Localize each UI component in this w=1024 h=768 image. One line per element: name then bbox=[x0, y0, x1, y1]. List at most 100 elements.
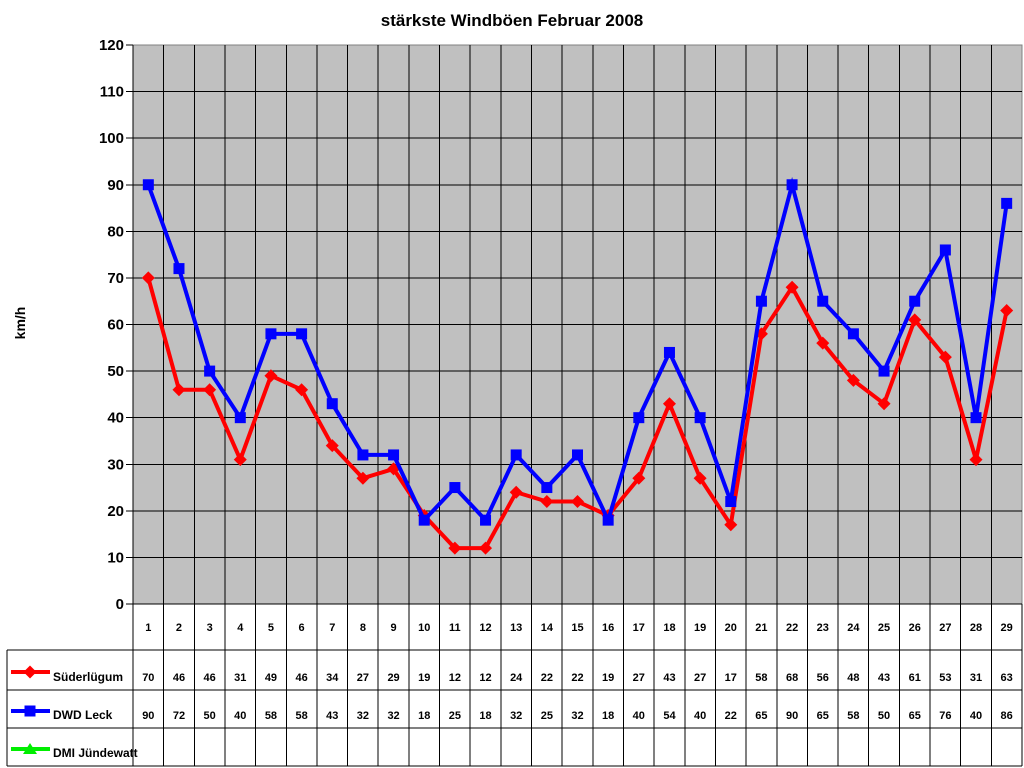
y-tick-label: 80 bbox=[107, 223, 124, 240]
y-tick-label: 60 bbox=[107, 317, 124, 334]
day-header-cell: 20 bbox=[725, 622, 737, 634]
series-1-point-diamond-marker-icon bbox=[816, 336, 830, 350]
table-value-cell: 48 bbox=[847, 672, 859, 684]
day-header-cell: 26 bbox=[909, 622, 921, 634]
series-2-point-square-marker-icon bbox=[388, 449, 400, 461]
series-1-point-diamond-marker-icon bbox=[846, 373, 860, 387]
series-2-point-square-marker-icon bbox=[326, 398, 338, 410]
series-2-point-square-marker-icon bbox=[265, 328, 277, 340]
day-header-cell: 4 bbox=[237, 622, 244, 634]
chart-title: stärkste Windböen Februar 2008 bbox=[380, 11, 644, 30]
series-1-point-diamond-marker-icon bbox=[540, 495, 554, 509]
legend-label: DMI Jündewatt bbox=[53, 746, 138, 760]
table-value-cell: 50 bbox=[204, 710, 216, 722]
table-value-cell: 24 bbox=[510, 672, 523, 684]
table-value-cell: 27 bbox=[633, 672, 645, 684]
series-1-point-diamond-marker-icon bbox=[908, 313, 922, 327]
day-header-cell: 16 bbox=[602, 622, 614, 634]
day-header-cell: 29 bbox=[1001, 622, 1013, 634]
table-value-cell: 25 bbox=[449, 710, 461, 722]
series-1-point-diamond-marker-icon bbox=[724, 518, 738, 532]
y-tick-label: 90 bbox=[107, 177, 124, 194]
table-value-cell: 43 bbox=[878, 672, 890, 684]
grid-lines bbox=[126, 44, 1023, 605]
series-1-point-diamond-marker-icon bbox=[295, 383, 309, 397]
table-value-cell: 18 bbox=[418, 710, 430, 722]
day-header-cell: 10 bbox=[418, 622, 430, 634]
series-2-point-square-marker-icon bbox=[755, 295, 767, 307]
table-value-cell: 22 bbox=[571, 672, 583, 684]
y-tick-label: 40 bbox=[107, 410, 124, 427]
day-header-cell: 25 bbox=[878, 622, 890, 634]
legend-label: DWD Leck bbox=[53, 708, 113, 722]
y-tick-label: 100 bbox=[99, 130, 124, 147]
table-value-cell: 32 bbox=[571, 710, 583, 722]
table-value-cell: 17 bbox=[725, 672, 737, 684]
table-value-cell: 40 bbox=[633, 710, 645, 722]
series-2-point-square-marker-icon bbox=[1001, 197, 1013, 209]
table-value-cell: 65 bbox=[755, 710, 767, 722]
day-header-cell: 24 bbox=[847, 622, 860, 634]
series-1-point-diamond-marker-icon bbox=[203, 383, 217, 397]
table-value-cell: 58 bbox=[265, 710, 277, 722]
table-value-cell: 72 bbox=[173, 710, 185, 722]
table-value-cell: 25 bbox=[541, 710, 553, 722]
table-value-cell: 43 bbox=[663, 672, 675, 684]
table-value-cell: 19 bbox=[418, 672, 430, 684]
table-value-cell: 31 bbox=[970, 672, 982, 684]
day-header-cell: 9 bbox=[391, 622, 397, 634]
y-tick-label: 0 bbox=[116, 596, 124, 613]
series-2-point-square-marker-icon bbox=[142, 179, 154, 191]
series-2-point-square-marker-icon bbox=[970, 412, 982, 424]
series-1-point-diamond-marker-icon bbox=[877, 397, 891, 411]
series-1-point-diamond-marker-icon bbox=[448, 541, 462, 555]
table-value-cell: 61 bbox=[909, 672, 921, 684]
series-1-point-diamond-marker-icon bbox=[632, 471, 646, 485]
legend-square-marker-icon bbox=[24, 705, 36, 717]
table-value-cell: 70 bbox=[142, 672, 154, 684]
day-header-cell: 2 bbox=[176, 622, 182, 634]
table-value-cell: 46 bbox=[173, 672, 185, 684]
series-1-point-diamond-marker-icon bbox=[969, 453, 983, 467]
table-value-cell: 27 bbox=[694, 672, 706, 684]
table-value-cell: 34 bbox=[326, 672, 339, 684]
day-header-cell: 18 bbox=[663, 622, 675, 634]
table-value-cell: 65 bbox=[817, 710, 829, 722]
day-header-cell: 21 bbox=[755, 622, 767, 634]
series-1-point-diamond-marker-icon bbox=[479, 541, 493, 555]
day-header-cell: 5 bbox=[268, 622, 274, 634]
day-header-cell: 6 bbox=[299, 622, 305, 634]
y-tick-label: 50 bbox=[107, 363, 124, 380]
series-1-point-diamond-marker-icon bbox=[1000, 304, 1014, 318]
table-borders bbox=[6, 604, 1023, 767]
day-header-cell: 17 bbox=[633, 622, 645, 634]
table-value-cell: 86 bbox=[1001, 710, 1013, 722]
table-value-cell: 40 bbox=[970, 710, 982, 722]
day-header-cell: 13 bbox=[510, 622, 522, 634]
table-value-cell: 90 bbox=[786, 710, 798, 722]
day-header-cell: 27 bbox=[939, 622, 951, 634]
day-header-cell: 11 bbox=[449, 622, 461, 634]
series-1-point-diamond-marker-icon bbox=[785, 280, 799, 294]
legend-triangle-marker-icon bbox=[23, 743, 37, 754]
table-value-cell: 40 bbox=[234, 710, 246, 722]
table-value-cell: 29 bbox=[387, 672, 399, 684]
series-2-point-square-marker-icon bbox=[694, 412, 706, 424]
series-2-point-square-marker-icon bbox=[786, 179, 798, 191]
y-tick-label: 70 bbox=[107, 270, 124, 287]
series-2-point-square-marker-icon bbox=[296, 328, 308, 340]
day-header-cell: 22 bbox=[786, 622, 798, 634]
series-1-point-diamond-marker-icon bbox=[141, 271, 155, 285]
series-2-point-square-marker-icon bbox=[480, 514, 492, 526]
series-2-point-square-marker-icon bbox=[204, 365, 216, 377]
table-value-cell: 43 bbox=[326, 710, 338, 722]
table-value-cell: 46 bbox=[295, 672, 307, 684]
table-value-cell: 68 bbox=[786, 672, 798, 684]
day-header-cell: 1 bbox=[145, 622, 151, 634]
series-2-point-square-marker-icon bbox=[602, 514, 614, 526]
series-1-point-diamond-marker-icon bbox=[938, 350, 952, 364]
series-2-point-square-marker-icon bbox=[939, 244, 951, 256]
y-tick-label: 110 bbox=[100, 84, 124, 101]
